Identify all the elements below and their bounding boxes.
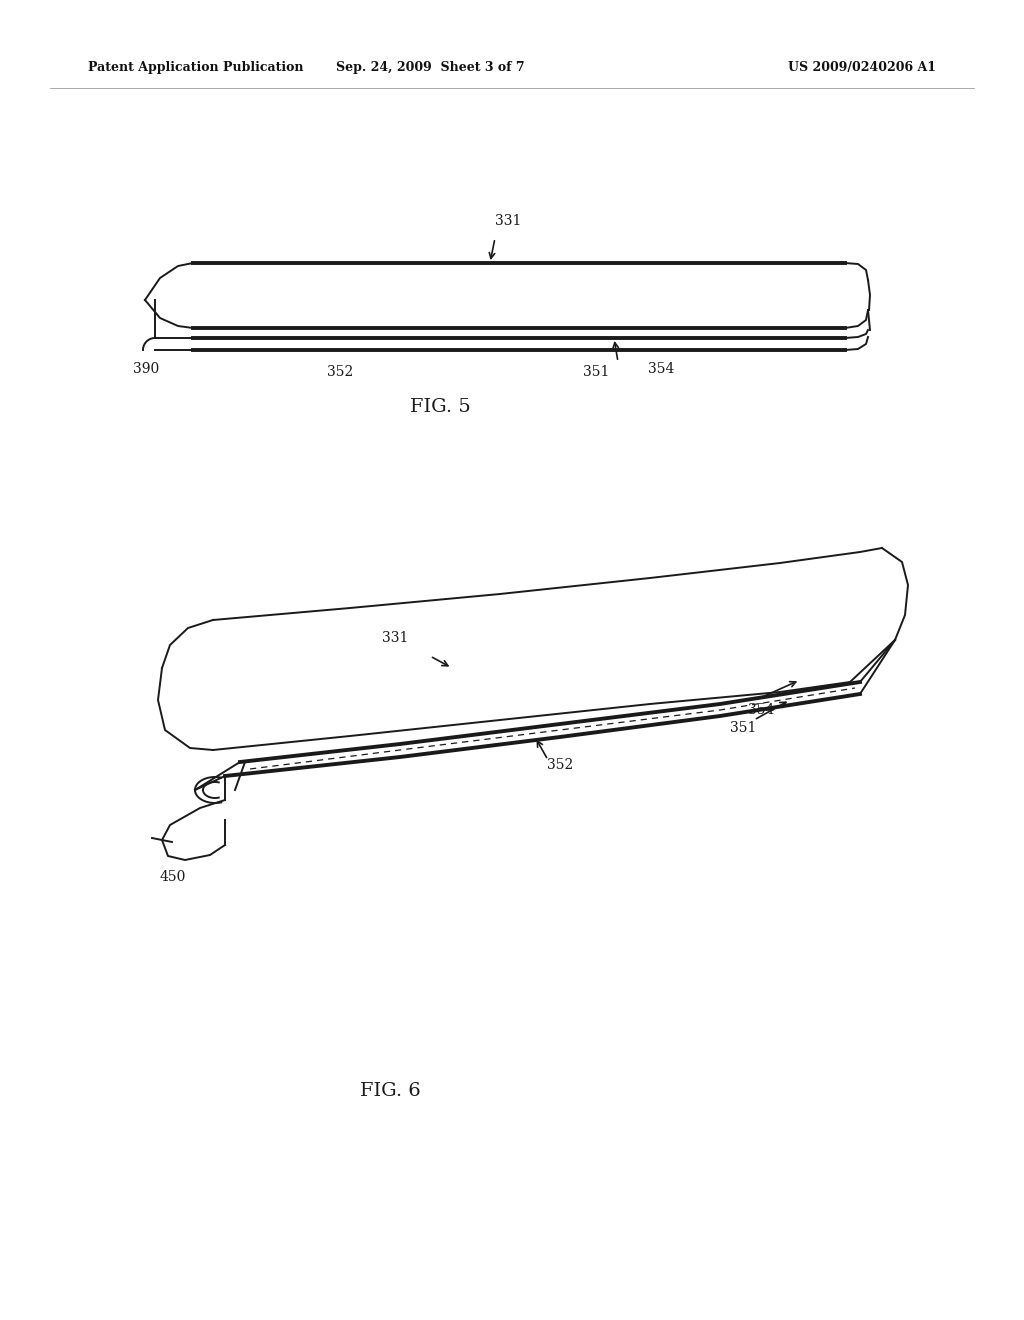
Text: FIG. 6: FIG. 6 <box>359 1082 421 1100</box>
Text: 450: 450 <box>160 870 186 884</box>
Text: 354: 354 <box>748 704 774 717</box>
Text: 351: 351 <box>730 721 757 735</box>
Text: Patent Application Publication: Patent Application Publication <box>88 62 303 74</box>
Text: 331: 331 <box>382 631 409 645</box>
Text: 351: 351 <box>583 366 609 379</box>
Text: 352: 352 <box>327 366 353 379</box>
Text: 352: 352 <box>547 758 573 772</box>
Text: 390: 390 <box>133 362 160 376</box>
Text: 354: 354 <box>648 362 675 376</box>
Text: FIG. 5: FIG. 5 <box>410 399 470 416</box>
Text: US 2009/0240206 A1: US 2009/0240206 A1 <box>788 62 936 74</box>
Text: 331: 331 <box>495 214 521 228</box>
Text: Sep. 24, 2009  Sheet 3 of 7: Sep. 24, 2009 Sheet 3 of 7 <box>336 62 524 74</box>
